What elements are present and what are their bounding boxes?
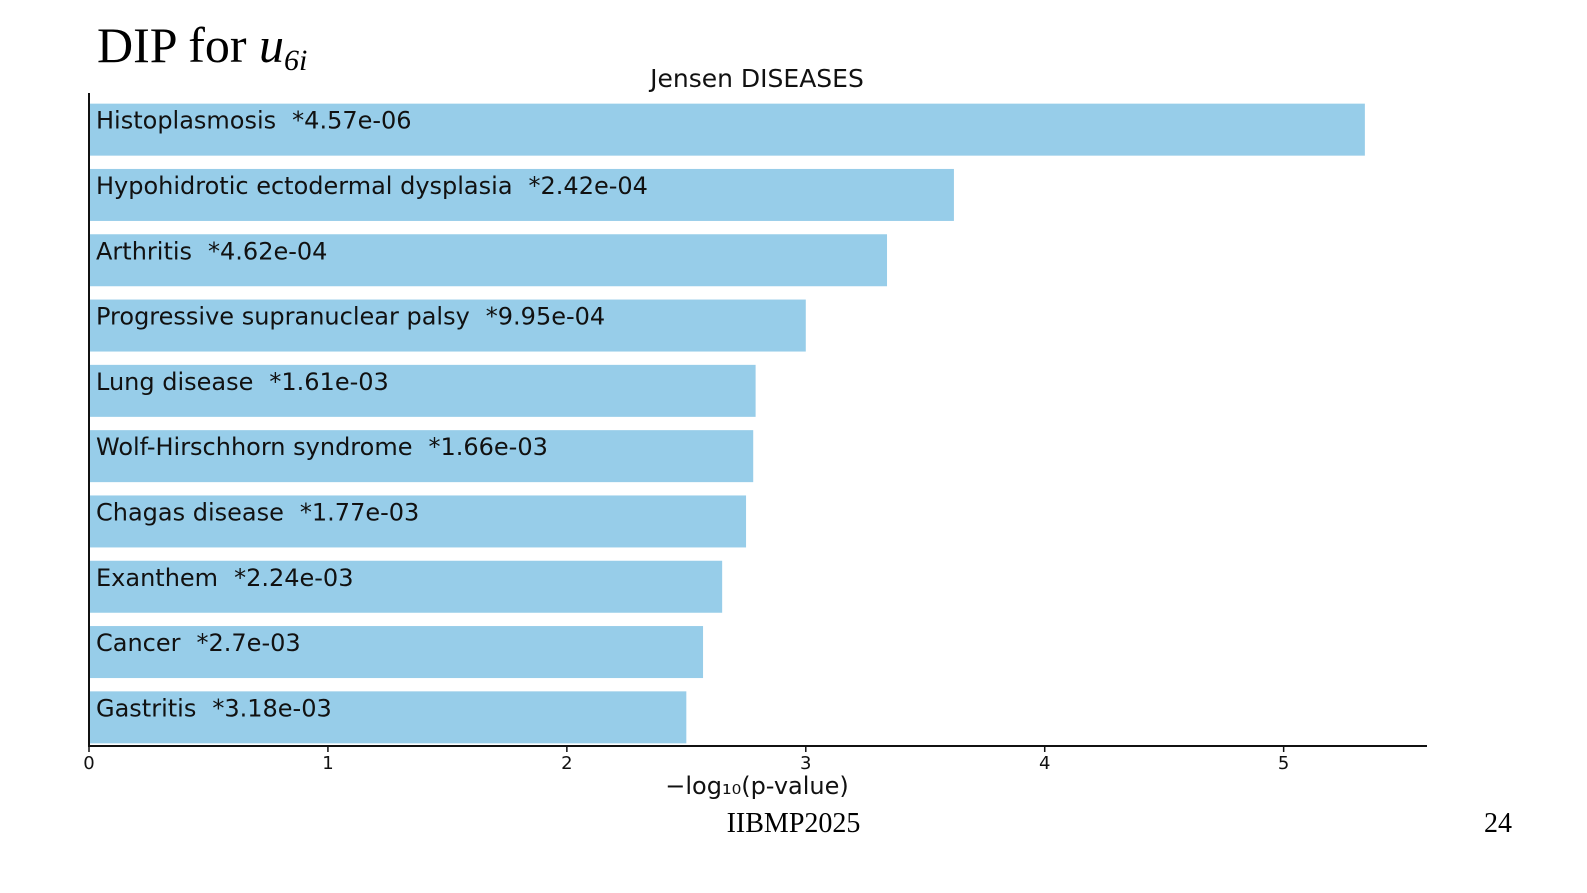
bar-2 <box>89 168 954 221</box>
p-value-label: *9.95e-04 <box>486 303 605 331</box>
x-tick-label: 5 <box>1278 753 1289 774</box>
slide-title-text: DIP for <box>97 17 260 73</box>
category-label: Arthritis <box>96 237 192 265</box>
bar-label-6: Wolf-Hirschhorn syndrome *1.66e-03 <box>96 433 548 461</box>
bar-label-2: Hypohidrotic ectodermal dysplasia *2.42e-… <box>96 172 648 200</box>
bars-group: Histoplasmosis *4.57e-06 Hypohidrotic ecto… <box>89 103 1365 744</box>
bar-10 <box>89 691 687 744</box>
bar-label-5: Lung disease *1.61e-03 <box>96 368 389 396</box>
x-ticks-group: 0 1 2 3 4 5 <box>83 746 1289 774</box>
bar-label-9: Cancer *2.7e-03 <box>96 629 301 657</box>
bar-label-3: Arthritis *4.62e-04 <box>96 237 327 265</box>
category-label: Hypohidrotic ectodermal dysplasia <box>96 172 513 200</box>
p-value-label: *4.62e-04 <box>208 237 327 265</box>
p-value-label: *3.18e-03 <box>212 694 331 722</box>
bar-6 <box>89 430 754 483</box>
p-value-label: *1.61e-03 <box>269 368 388 396</box>
p-value-label: *4.57e-06 <box>292 107 411 135</box>
bar-7 <box>89 495 747 548</box>
bar-label-8: Exanthem *2.24e-03 <box>96 564 353 592</box>
bar-5 <box>89 364 756 417</box>
page-number: 24 <box>1484 808 1512 839</box>
bar-4 <box>89 299 806 352</box>
category-label: Exanthem <box>96 564 218 592</box>
slide-title: DIP for u6i <box>97 17 308 78</box>
bar-8 <box>89 560 723 613</box>
x-axis-title: −log₁₀(p-value) <box>665 772 848 800</box>
category-label: Gastritis <box>96 694 196 722</box>
category-label: Cancer <box>96 629 181 657</box>
slide-title-variable: u <box>259 17 285 73</box>
x-tick-label: 1 <box>322 753 333 774</box>
p-value-label: *1.66e-03 <box>428 433 547 461</box>
x-tick-label: 2 <box>561 753 572 774</box>
bar-1 <box>89 103 1365 156</box>
category-label: Lung disease <box>96 368 253 396</box>
x-tick-label: 4 <box>1039 753 1050 774</box>
category-label: Wolf-Hirschhorn syndrome <box>96 433 412 461</box>
bar-9 <box>89 626 704 679</box>
p-value-label: *2.24e-03 <box>234 564 353 592</box>
p-value-label: *1.77e-03 <box>300 498 419 526</box>
category-label: Histoplasmosis <box>96 107 276 135</box>
footer-conference: IIBMP2025 <box>726 808 861 839</box>
p-value-label: *2.7e-03 <box>197 629 301 657</box>
category-label: Progressive supranuclear palsy <box>96 303 470 331</box>
category-label: Chagas disease <box>96 498 284 526</box>
x-tick-label: 0 <box>83 753 94 774</box>
x-tick-label: 3 <box>800 753 811 774</box>
bar-label-4: Progressive supranuclear palsy *9.95e-04 <box>96 303 605 331</box>
p-value-label: *2.42e-04 <box>529 172 648 200</box>
slide-title-subscript: 6i <box>284 44 308 77</box>
bar-label-1: Histoplasmosis *4.57e-06 <box>96 107 412 135</box>
bar-label-7: Chagas disease *1.77e-03 <box>96 498 419 526</box>
bar-label-10: Gastritis *3.18e-03 <box>96 694 332 722</box>
bar-3 <box>89 234 888 287</box>
chart-title: Jensen DISEASES <box>648 64 864 93</box>
